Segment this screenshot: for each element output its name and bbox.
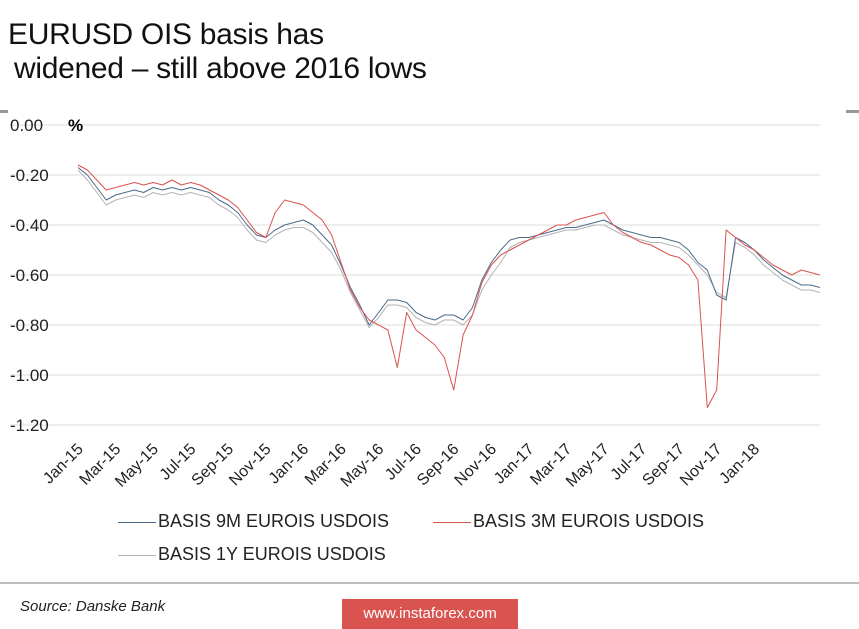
y-tick-label: -0.60	[10, 266, 49, 285]
y-tick-label: -0.40	[10, 216, 49, 235]
source-note: Source: Danske Bank	[20, 598, 166, 615]
legend-item-1y: BASIS 1Y EUROIS USDOIS	[118, 544, 386, 565]
series-line-3m	[77, 164, 821, 408]
legend-item-3m: BASIS 3M EUROIS USDOIS	[433, 511, 704, 532]
x-tick-label: Nov-15	[226, 441, 275, 490]
x-tick-label: Nov-17	[677, 441, 726, 490]
top-rule-right	[846, 110, 859, 113]
grid-lines	[10, 124, 820, 426]
y-tick-label: -0.20	[10, 166, 49, 185]
line-chart: 0.00 -0.20 -0.40 -0.60 -0.80 -1.00 -1.20 % Jan…	[10, 116, 821, 491]
chart-title-line2: widened – still above 2016 lows	[14, 52, 427, 85]
series-lines	[77, 164, 821, 408]
legend-swatch-1y	[118, 554, 156, 556]
chart-title: EURUSD OIS basis has widened – still abo…	[8, 18, 427, 86]
watermark-badge: www.instaforex.com	[342, 599, 518, 629]
series-line-1y	[77, 169, 821, 328]
x-tick-label: Jan-18	[716, 441, 763, 488]
chart-title-line1: EURUSD OIS basis has	[8, 18, 324, 51]
legend-item-9m: BASIS 9M EUROIS USDOIS	[118, 511, 389, 532]
top-rule-left	[0, 110, 8, 113]
y-tick-label: -1.20	[10, 416, 49, 435]
legend-label-3m: BASIS 3M EUROIS USDOIS	[473, 511, 705, 531]
legend-label-1y: BASIS 1Y EUROIS USDOIS	[158, 544, 386, 564]
y-tick-label: -1.00	[10, 366, 49, 385]
y-axis-unit-label: %	[68, 116, 83, 135]
legend-swatch-9m	[118, 521, 156, 523]
series-line-9m	[77, 167, 821, 326]
y-tick-label: -0.80	[10, 316, 49, 335]
y-tick-labels: 0.00 -0.20 -0.40 -0.60 -0.80 -1.00 -1.20	[10, 116, 49, 435]
x-tick-labels: Jan-15Mar-15May-15Jul-15Sep-15Nov-15Jan-…	[40, 441, 763, 491]
footer-rule	[0, 582, 859, 584]
legend-label-9m: BASIS 9M EUROIS USDOIS	[158, 511, 390, 531]
legend-swatch-3m	[433, 521, 471, 523]
x-tick-label: Nov-16	[452, 441, 501, 490]
y-tick-label: 0.00	[10, 116, 43, 135]
